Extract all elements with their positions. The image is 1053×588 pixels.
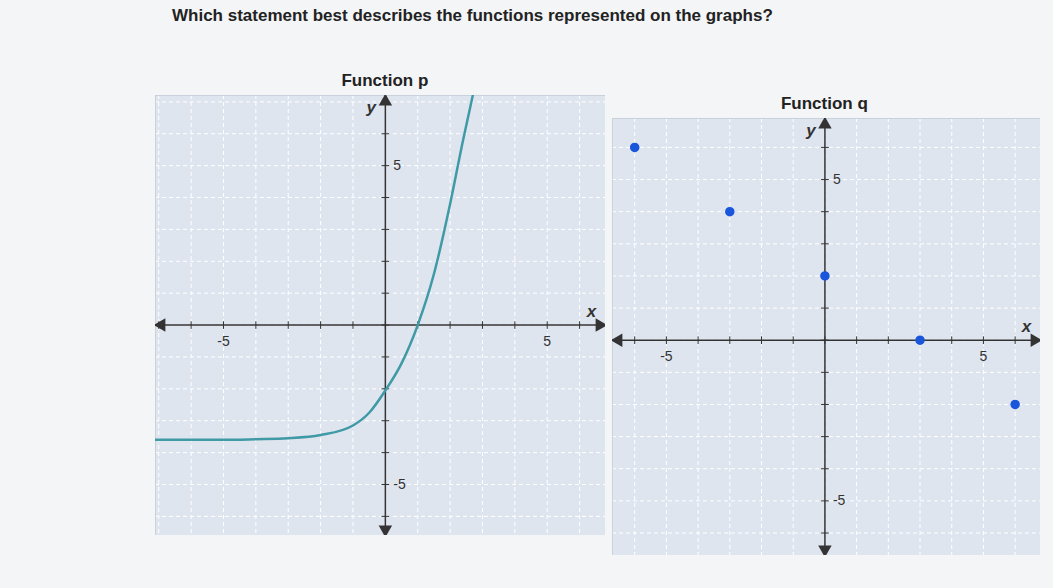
- html-text:Which statement best describes: Which statement best describes the funct…: [172, 6, 773, 25]
- svg-text:-5: -5: [217, 333, 230, 349]
- svg-text:5: 5: [980, 348, 988, 364]
- svg-text:x: x: [586, 302, 598, 321]
- svg-text:-5: -5: [393, 476, 406, 492]
- svg-text:y: y: [805, 121, 817, 140]
- svg-text:-5: -5: [833, 492, 846, 508]
- html-text:Function p: Function p: [341, 71, 429, 90]
- svg-text:5: 5: [833, 171, 841, 187]
- svg-text:-5: -5: [660, 348, 673, 364]
- svg-text:5: 5: [543, 333, 551, 349]
- html-text:Function q: Function q: [781, 94, 868, 113]
- svg-text:5: 5: [393, 157, 401, 173]
- svg-text:x: x: [1021, 317, 1033, 336]
- svg-text:y: y: [366, 98, 378, 117]
